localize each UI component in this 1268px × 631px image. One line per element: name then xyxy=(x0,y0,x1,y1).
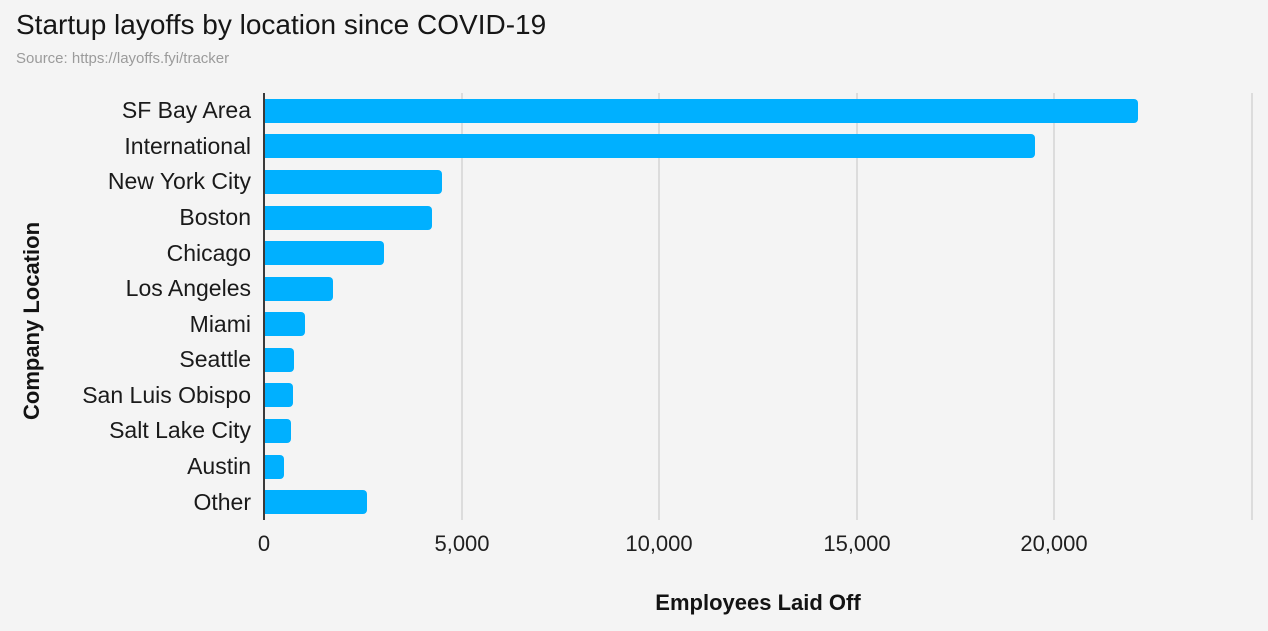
gridline xyxy=(658,93,660,520)
category-label: SF Bay Area xyxy=(121,97,251,124)
bar-row: International xyxy=(0,129,1268,165)
x-tick-label: 0 xyxy=(257,531,271,556)
category-label: Miami xyxy=(189,310,251,337)
x-tick-label: 15,000 xyxy=(823,531,891,556)
bar[interactable] xyxy=(265,490,367,515)
category-label: Seattle xyxy=(179,346,251,373)
chart-source-subtitle: Source: https://layoffs.fyi/tracker xyxy=(16,50,230,67)
gridline xyxy=(1251,93,1253,520)
bar[interactable] xyxy=(265,134,1035,159)
bar-row: Los Angeles xyxy=(0,271,1268,307)
plot-area: SF Bay Area International New York City Bos… xyxy=(0,93,1268,520)
bar-row: New York City xyxy=(0,164,1268,200)
bar-row: Salt Lake City xyxy=(0,413,1268,449)
bar[interactable] xyxy=(265,383,293,408)
bar[interactable] xyxy=(265,205,432,230)
bar[interactable] xyxy=(265,347,294,372)
x-axis-title: Employees Laid Off xyxy=(655,590,861,615)
bar[interactable] xyxy=(265,241,384,266)
category-label: Other xyxy=(193,488,251,515)
category-label: Austin xyxy=(187,453,251,480)
category-label: Chicago xyxy=(166,239,251,266)
x-tick-label: 10,000 xyxy=(625,531,693,556)
bar-row: Miami xyxy=(0,306,1268,342)
category-label: New York City xyxy=(107,168,251,195)
category-label: San Luis Obispo xyxy=(82,381,251,408)
bar[interactable] xyxy=(265,454,284,479)
gridline xyxy=(461,93,463,520)
y-axis-title-box: Company Location xyxy=(4,107,60,534)
x-tick-label: 5,000 xyxy=(434,531,490,556)
bar-row: Chicago xyxy=(0,235,1268,271)
bar[interactable] xyxy=(265,418,291,443)
bar[interactable] xyxy=(265,276,333,301)
bar[interactable] xyxy=(265,98,1138,123)
category-label: Los Angeles xyxy=(125,275,251,302)
bar-row: Seattle xyxy=(0,342,1268,378)
chart-title: Startup layoffs by location since COVID-… xyxy=(16,9,547,40)
bar-row: Austin xyxy=(0,449,1268,485)
gridline xyxy=(1053,93,1055,520)
y-axis-line xyxy=(263,93,265,520)
bar-row: SF Bay Area xyxy=(0,93,1268,129)
category-label: International xyxy=(124,132,251,159)
bar[interactable] xyxy=(265,169,442,194)
category-label: Boston xyxy=(179,204,251,231)
x-tick-label: 20,000 xyxy=(1020,531,1088,556)
bar-row: Boston xyxy=(0,200,1268,236)
bar-row: Other xyxy=(0,484,1268,520)
bar-rows: SF Bay Area International New York City Bos… xyxy=(0,93,1268,520)
bar[interactable] xyxy=(265,312,305,337)
bar-row: San Luis Obispo xyxy=(0,378,1268,414)
category-label: Salt Lake City xyxy=(109,417,251,444)
y-axis-title: Company Location xyxy=(19,221,45,420)
gridline xyxy=(856,93,858,520)
